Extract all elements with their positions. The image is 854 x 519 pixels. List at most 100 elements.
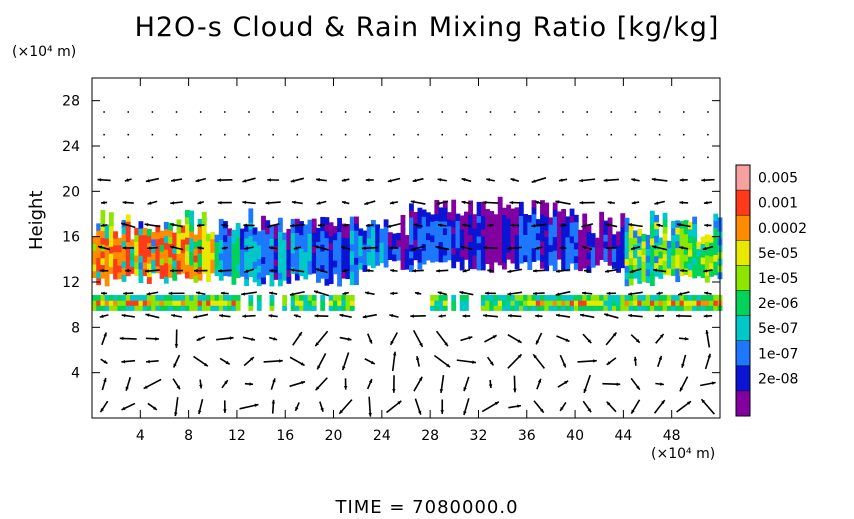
cloud-cell [366, 237, 372, 246]
cloud-cell [370, 247, 376, 255]
cloud-cell [514, 214, 520, 222]
wind-vector-head [507, 269, 512, 274]
cloud-cell [523, 248, 528, 256]
cloud-cell [531, 200, 537, 208]
cloud-cell [616, 295, 621, 301]
cloud-cell [683, 240, 689, 248]
cloud-cell [184, 243, 190, 252]
cloud-cell [502, 221, 507, 229]
cloud-cell [332, 246, 338, 254]
cloud-cell [480, 263, 486, 271]
cloud-cell [485, 229, 490, 237]
cloud-cell [590, 260, 596, 268]
cloud-cell [282, 295, 288, 301]
cloud-cell [256, 278, 262, 287]
cloud-cell [611, 254, 617, 263]
cloud-cell [316, 234, 321, 243]
cloud-cell [193, 275, 199, 283]
cloud-cell [654, 248, 660, 257]
wind-vector-head [242, 200, 247, 205]
cloud-cell [108, 252, 114, 261]
cloud-cell [489, 224, 495, 233]
wind-vector-head [196, 291, 200, 295]
cloud-cell [514, 227, 520, 236]
cloud-cell [146, 229, 152, 237]
cloud-cell [354, 236, 359, 245]
cloud-cell [700, 263, 706, 272]
cloud-cell [666, 305, 672, 311]
cloud-cell [421, 257, 427, 265]
cloud-cell [223, 234, 228, 243]
cloud-cell [277, 217, 283, 226]
cloud-cell [341, 295, 347, 301]
cloud-cell [193, 234, 199, 242]
cloud-cell [180, 245, 186, 254]
cloud-cell [349, 216, 355, 224]
wind-vector-head [146, 292, 151, 296]
cloud-cell [561, 215, 567, 224]
cloud-cell [184, 295, 190, 301]
cloud-cell [168, 229, 173, 238]
cloud-cell [303, 295, 309, 301]
cloud-cell [172, 300, 178, 306]
cloud-cell [142, 305, 148, 311]
cloud-cell [645, 255, 651, 263]
cloud-cell [586, 295, 592, 301]
cloud-cell [311, 295, 317, 301]
cloud-cell [442, 214, 448, 222]
cloud-cell [163, 295, 169, 301]
cloud-cell [248, 300, 254, 306]
cloud-cell [409, 257, 414, 266]
cloud-cell [607, 300, 613, 306]
cloud-cell [586, 265, 592, 273]
cloud-cell [341, 250, 347, 259]
cloud-cell [628, 271, 634, 279]
cloud-cell [375, 237, 381, 246]
wind-vector-head [254, 403, 259, 408]
cloud-cell [197, 273, 203, 281]
cloud-cell [180, 232, 186, 240]
wind-vector-head [533, 291, 537, 296]
cloud-cell [294, 273, 300, 281]
wind-vector-head [99, 268, 104, 273]
wind-vector-head [560, 406, 564, 411]
cloud-cell [624, 251, 630, 260]
cloud-cell [692, 243, 698, 252]
cloud-cell [269, 231, 275, 239]
cloud-cell [679, 248, 685, 256]
cloud-cell [696, 295, 702, 301]
cloud-cell [502, 295, 507, 301]
cloud-cell [476, 256, 482, 264]
cloud-cell [231, 277, 237, 285]
wind-vector-head [656, 223, 661, 228]
cloud-cell [679, 268, 685, 277]
cloud-cell [277, 272, 283, 280]
cloud-cell [502, 262, 507, 270]
wind-vector-head [651, 177, 656, 182]
cloud-cell [556, 231, 562, 240]
cloud-cell [442, 234, 448, 242]
cloud-cell [108, 266, 114, 274]
wind-vector-head [486, 178, 491, 182]
cloud-cell [197, 232, 203, 240]
cloud-cell [341, 237, 347, 245]
cloud-cell [134, 305, 140, 311]
cloud-cell [316, 275, 321, 283]
cloud-cell [506, 231, 512, 240]
wind-vector-head [269, 291, 274, 295]
cloud-cell [421, 223, 427, 231]
cloud-cell [633, 305, 638, 311]
cloud-cell [349, 300, 355, 306]
wind-vector-head [121, 406, 126, 410]
cloud-cell [146, 295, 152, 301]
cloud-cell [184, 305, 190, 311]
cloud-cell [206, 260, 211, 269]
x-tick-label: 40 [566, 428, 584, 444]
cloud-cell [561, 243, 567, 251]
cloud-cell [709, 255, 714, 264]
cloud-cell [311, 300, 317, 306]
cloud-cell [138, 248, 144, 256]
cloud-cell [671, 300, 676, 306]
cloud-cell [654, 221, 660, 230]
